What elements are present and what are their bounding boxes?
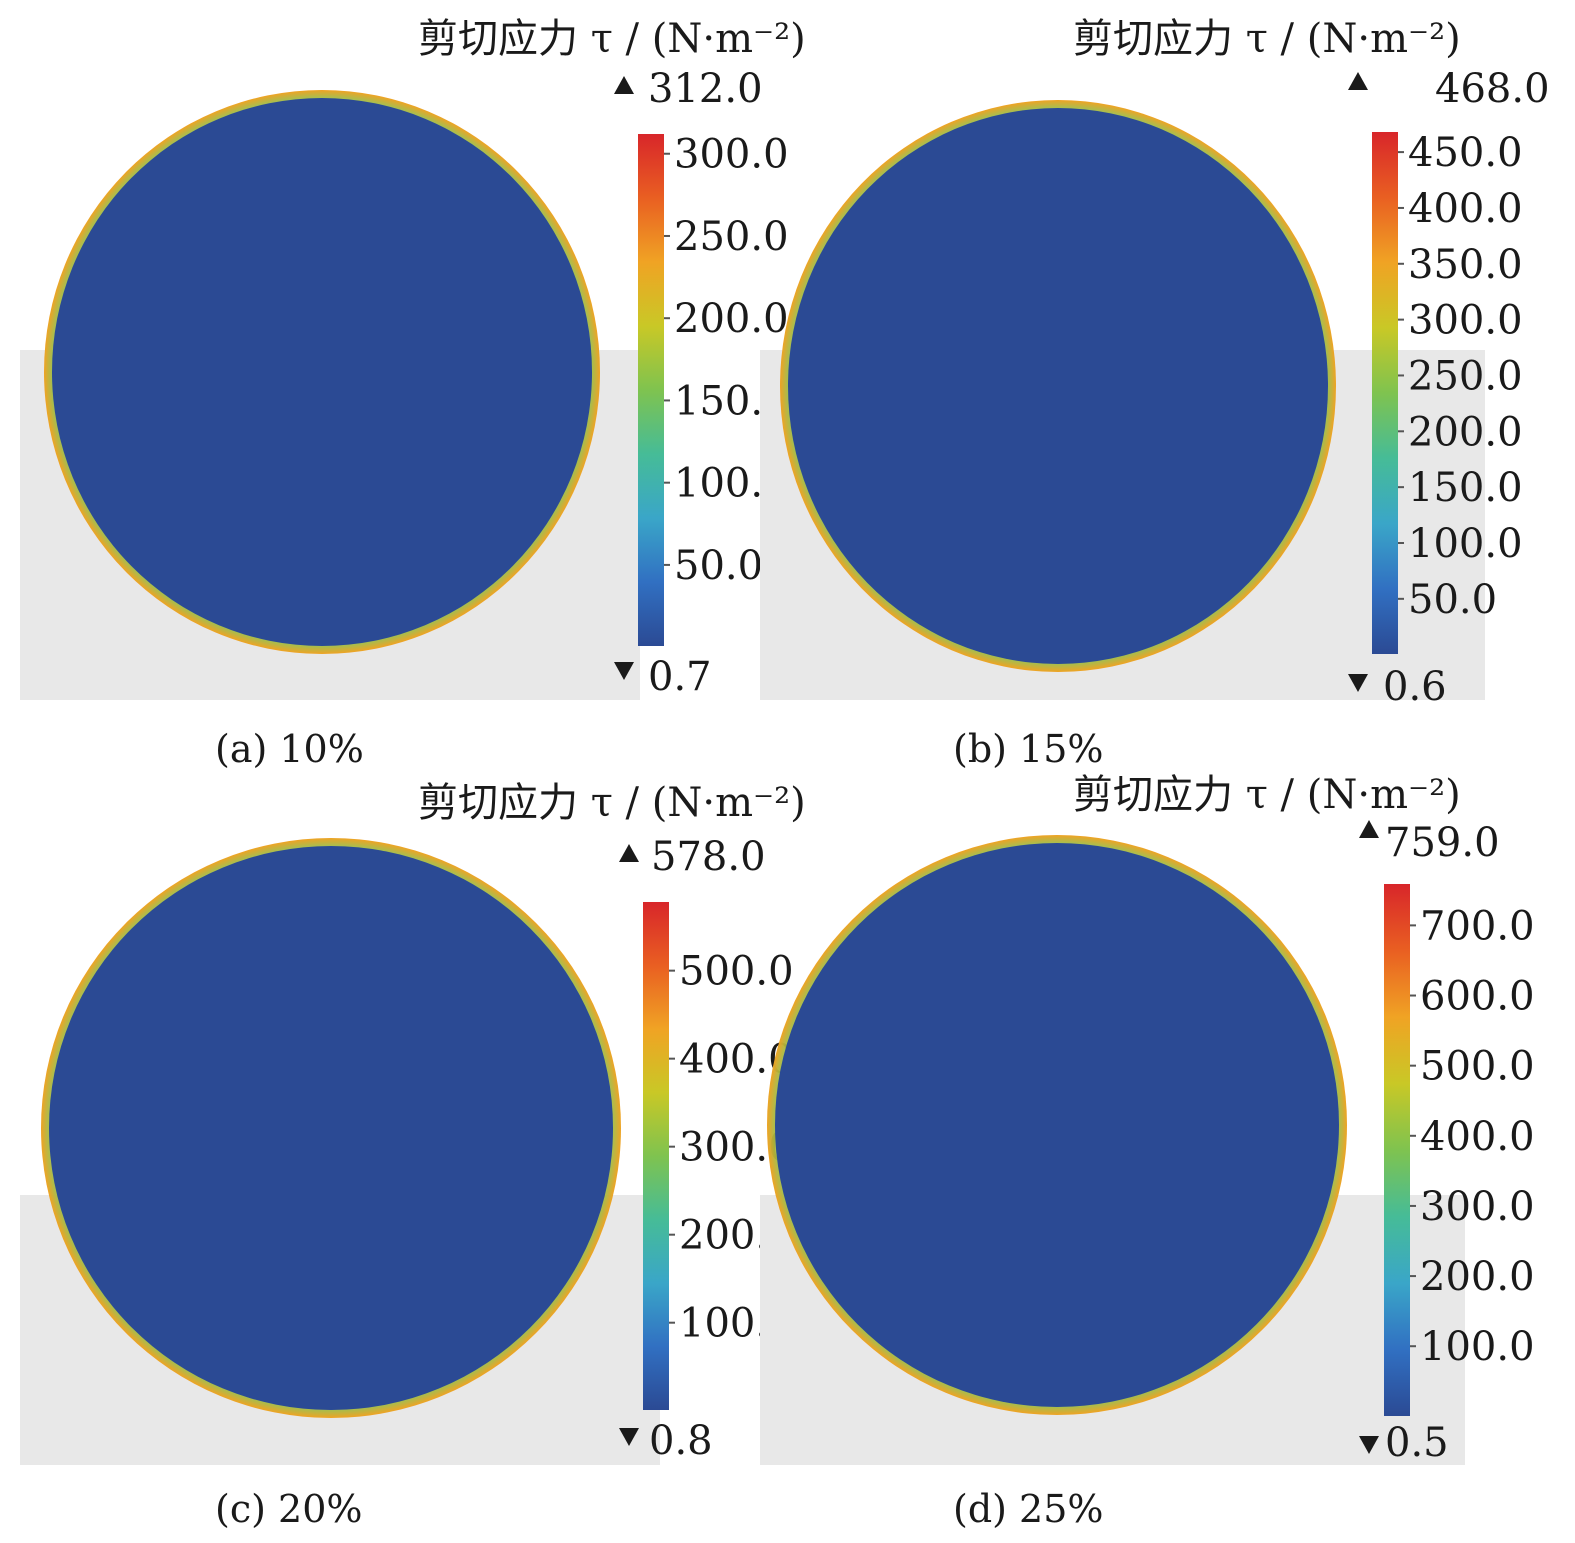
colorbar-tick-label: 100.0 — [1408, 521, 1523, 567]
colorbar-tick-label: 450.0 — [1408, 130, 1523, 176]
colorbar-tick-label: 400.0 — [1408, 186, 1523, 232]
min-triangle-icon — [614, 662, 634, 680]
panel-caption: (a) 10% — [215, 727, 364, 771]
legend-title: 剪切应力 τ / (N·m⁻²) — [1073, 772, 1461, 818]
colorbar-gradient — [1372, 132, 1398, 654]
min-triangle-icon — [1359, 1436, 1379, 1454]
colorbar-max-label: 468.0 — [1435, 66, 1550, 112]
max-triangle-icon — [619, 844, 639, 862]
colorbar-tick-label: 50.0 — [674, 543, 763, 589]
panel-a: 剪切应力 τ / (N·m⁻²) 312.0 300.0250.0200.015… — [20, 16, 806, 771]
panel-d: 剪切应力 τ / (N·m⁻²) 759.0 700.0 600.0 500.0 40… — [760, 772, 1535, 1531]
max-triangle-icon — [1348, 72, 1368, 90]
max-triangle-icon — [614, 76, 634, 94]
panel-caption: (b) 15% — [953, 727, 1104, 771]
colorbar-tick-label: 350.0 — [1408, 242, 1523, 288]
stress-disk — [41, 838, 621, 1418]
disk-core — [49, 846, 613, 1410]
min-triangle-icon — [619, 1428, 639, 1446]
panel-b: 剪切应力 τ / (N·m⁻²) 468.0 450.0 400.0 350.0 30… — [760, 16, 1550, 771]
colorbar-max-label: 578.0 — [651, 834, 766, 880]
colorbar-min-label: 0.7 — [648, 654, 712, 700]
disk-core — [52, 98, 592, 646]
colorbar-tick-label: 200.0 — [1408, 409, 1523, 455]
min-triangle-icon — [1348, 674, 1368, 692]
panel-caption: (d) 25% — [953, 1487, 1104, 1531]
colorbar-gradient — [643, 902, 669, 1410]
colorbar-tick-label: 300.0 — [674, 132, 789, 178]
max-triangle-icon — [1359, 820, 1379, 838]
colorbar-tick-label: 500.0 — [679, 949, 794, 995]
colorbar-gradient — [638, 134, 664, 646]
colorbar: 700.0 600.0 500.0 400.0 300.0 200.0 100.0 — [1384, 884, 1535, 1416]
panel-c: 剪切应力 τ / (N·m⁻²) 578.0 500.0400.0300.020… — [20, 780, 806, 1531]
stress-disk — [44, 90, 600, 654]
stress-disk — [767, 835, 1347, 1415]
colorbar-tick-label: 700.0 — [1420, 903, 1535, 949]
disk-core — [788, 108, 1328, 664]
colorbar-min-label: 0.6 — [1383, 664, 1447, 710]
colorbar-tick-label: 200.0 — [1420, 1254, 1535, 1300]
colorbar-min-label: 0.5 — [1385, 1420, 1449, 1466]
colorbar-tick-label: 250.0 — [1408, 353, 1523, 399]
colorbar-tick-label: 300.0 — [1420, 1184, 1535, 1230]
legend-title: 剪切应力 τ / (N·m⁻²) — [418, 780, 806, 826]
colorbar: 450.0 400.0 350.0 300.0 250.0 200.0 150.0 100.0… — [1372, 130, 1523, 654]
colorbar-tick-label: 600.0 — [1420, 974, 1535, 1020]
colorbar-tick-label: 250.0 — [674, 214, 789, 260]
legend-title: 剪切应力 τ / (N·m⁻²) — [1073, 16, 1461, 62]
colorbar-tick-label: 400.0 — [1420, 1114, 1535, 1160]
colorbar-tick-label: 50.0 — [1408, 577, 1497, 623]
panel-caption: (c) 20% — [215, 1487, 362, 1531]
legend-title: 剪切应力 τ / (N·m⁻²) — [418, 16, 806, 62]
colorbar-tick-label: 100.0 — [1420, 1324, 1535, 1370]
colorbar-max-label: 312.0 — [648, 66, 763, 112]
colorbar-gradient — [1384, 884, 1410, 1416]
colorbar-tick-label: 300.0 — [1408, 298, 1523, 344]
colorbar-tick-label: 200.0 — [674, 296, 789, 342]
colorbar-min-label: 0.8 — [649, 1418, 713, 1464]
disk-core — [775, 843, 1339, 1407]
colorbar-max-label: 759.0 — [1385, 820, 1500, 866]
stress-disk — [780, 100, 1336, 672]
colorbar-tick-label: 500.0 — [1420, 1044, 1535, 1090]
colorbar-tick-label: 150.0 — [1408, 465, 1523, 511]
